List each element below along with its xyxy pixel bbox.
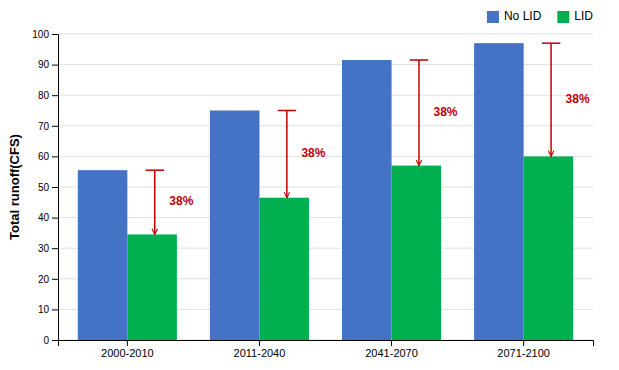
marks <box>78 43 573 340</box>
plot: 0 10 20 30 40 50 60 70 80 90 100 2000-2010 2011-2040… <box>32 29 593 359</box>
x-tick-label: 2011-2040 <box>234 347 286 359</box>
bracket-arrow <box>286 111 288 198</box>
y-tick-mark <box>52 340 58 341</box>
legend-item: LID <box>557 9 593 23</box>
x-tick: 2000-2010 <box>101 340 154 359</box>
y-tick: 10 <box>38 304 58 315</box>
y-tick-label: 50 <box>38 182 50 193</box>
bracket-arrow <box>154 170 156 234</box>
annotation: 38% <box>566 92 590 106</box>
x-tick: 2071-2100 <box>497 340 550 359</box>
y-tick-label: 40 <box>38 212 50 223</box>
y-tick-label: 80 <box>38 90 50 101</box>
y-tick-mark <box>52 279 58 280</box>
series <box>78 43 524 340</box>
y-axis: 0 10 20 30 40 50 60 70 80 90 100 <box>32 29 58 346</box>
annotation: 38% <box>301 146 325 160</box>
y-tick-mark <box>52 156 58 157</box>
bar <box>342 60 392 340</box>
y-axis-line <box>52 35 59 341</box>
legend-swatch <box>557 11 569 23</box>
legend: No LID LID <box>487 9 593 23</box>
y-tick-mark <box>52 248 58 249</box>
chart: 0 10 20 30 40 50 60 70 80 90 100 2000-2010 2011-2040… <box>0 0 619 370</box>
y-tick: 30 <box>38 243 58 254</box>
y-tick: 70 <box>38 121 58 132</box>
bar <box>127 234 177 340</box>
grid <box>58 34 593 340</box>
legend-label: No LID <box>504 9 542 23</box>
y-tick-mark <box>52 187 58 188</box>
y-tick-label: 20 <box>38 274 50 285</box>
y-tick-mark <box>52 218 58 219</box>
y-tick: 90 <box>38 59 58 70</box>
y-axis-title: Total runoff(CFS) <box>7 134 22 240</box>
legend-swatch <box>487 11 499 23</box>
x-axis: 2000-2010 2011-2040 2041-2070 2071-2100 <box>59 340 594 359</box>
y-tick: 40 <box>38 212 58 223</box>
bar <box>524 156 574 340</box>
bracket-arrow <box>550 43 552 156</box>
x-tick-label: 2071-2100 <box>497 347 550 359</box>
y-tick-mark <box>52 309 58 310</box>
x-tick-mark <box>259 340 260 346</box>
legend-item: No LID <box>487 9 542 23</box>
bar <box>259 198 309 340</box>
y-tick: 80 <box>38 90 58 101</box>
grid-line <box>58 34 593 35</box>
x-tick-mark <box>523 340 524 346</box>
annotation: 38% <box>433 105 457 119</box>
annotations: 38% 38% 38% 38% <box>169 92 590 209</box>
series <box>127 156 573 340</box>
bar <box>78 170 128 340</box>
x-tick-mark <box>391 340 392 346</box>
y-tick-label: 60 <box>38 151 50 162</box>
bar <box>392 166 442 340</box>
x-tick-label: 2041-2070 <box>365 347 418 359</box>
x-tick: 2011-2040 <box>234 340 286 359</box>
y-tick-label: 70 <box>38 121 50 132</box>
y-tick-mark <box>52 126 58 127</box>
y-tick: 50 <box>38 182 58 193</box>
y-tick: 20 <box>38 274 58 285</box>
bar <box>474 43 524 340</box>
y-tick-label: 30 <box>38 243 50 254</box>
x-tick-mark <box>127 340 128 346</box>
y-tick: 0 <box>43 335 58 346</box>
y-tick: 100 <box>32 29 58 40</box>
y-tick-label: 10 <box>38 304 50 315</box>
y-tick: 60 <box>38 151 58 162</box>
annotation: 38% <box>169 194 193 208</box>
y-tick-label: 100 <box>32 29 49 40</box>
bar <box>210 111 260 341</box>
y-tick-mark <box>52 34 58 35</box>
x-tick-label: 2000-2010 <box>101 347 154 359</box>
x-axis-line <box>59 341 594 347</box>
x-tick: 2041-2070 <box>365 340 418 359</box>
y-tick-label: 90 <box>38 59 50 70</box>
y-tick-mark <box>52 95 58 96</box>
legend-label: LID <box>574 9 593 23</box>
bracket-arrow <box>418 60 420 166</box>
y-tick-mark <box>52 65 58 66</box>
y-tick-label: 0 <box>43 335 49 346</box>
